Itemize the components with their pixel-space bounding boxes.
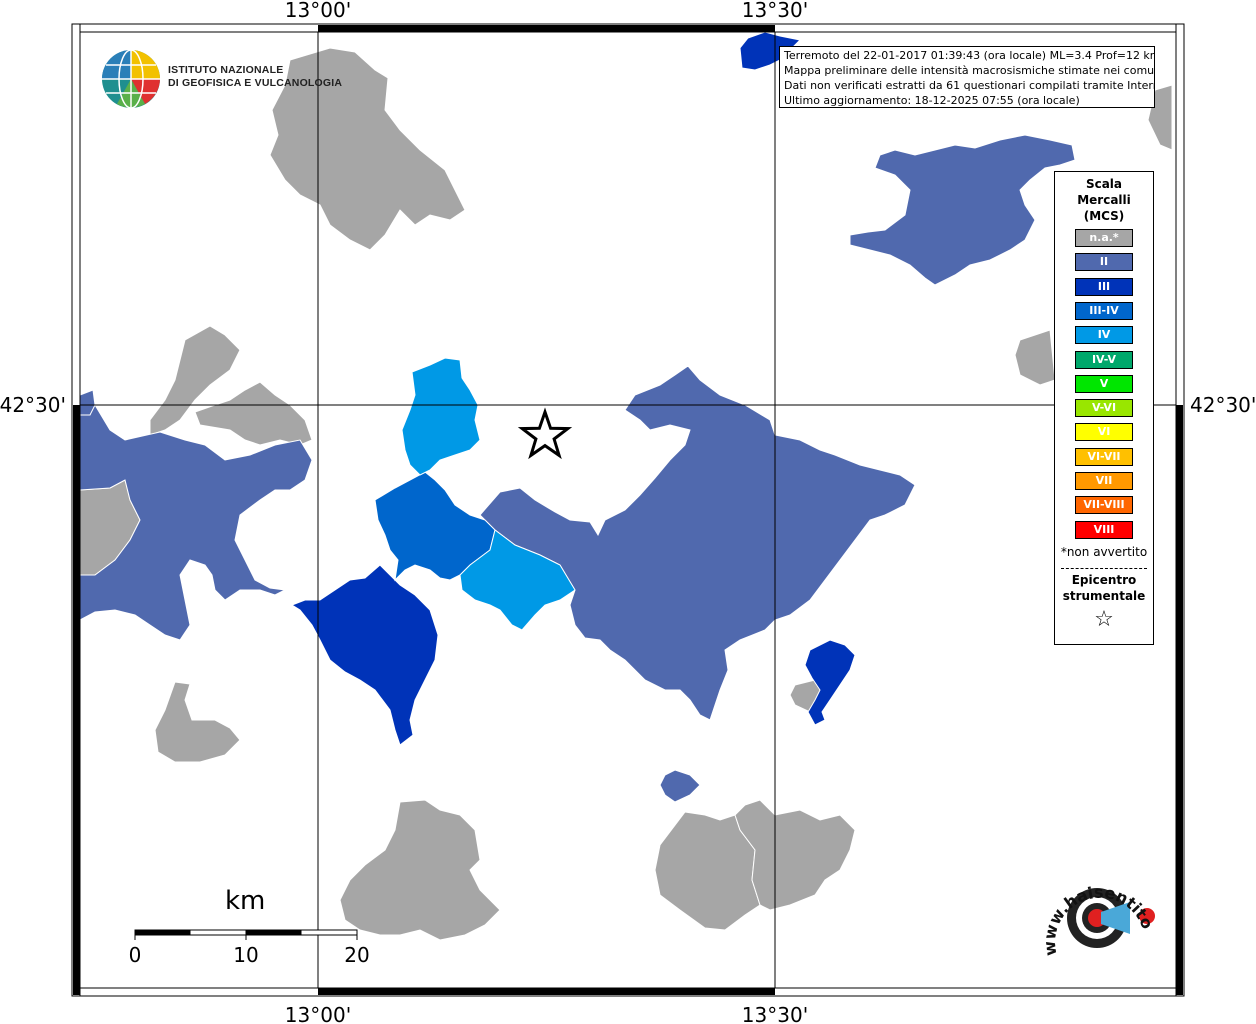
legend-separator (1061, 568, 1147, 569)
legend-swatch-ii: II (1075, 253, 1133, 272)
legend-swatch-vivii: VI-VII (1075, 447, 1133, 466)
legend-swatch-vi: VI (1075, 423, 1133, 442)
region-na-north (269, 47, 466, 251)
globe-icon (102, 49, 160, 109)
legend-swatch-iiiiv: III-IV (1075, 301, 1133, 320)
legend-swatch-iv: IV (1075, 326, 1133, 345)
municipalities-IV (401, 357, 576, 631)
region-IV-center (459, 529, 576, 631)
region-na-south (339, 799, 501, 941)
legend-swatch-iii: III (1075, 277, 1133, 296)
legend-star-icon: ☆ (1094, 607, 1114, 632)
info-line-1: Terremoto del 22-01-2017 01:39:43 (ora l… (784, 49, 1155, 62)
bottom-label-1330: 13°30' (742, 1003, 808, 1024)
region-IV-north (401, 357, 481, 476)
legend-swatch-vvi: V-VI (1075, 399, 1133, 418)
left-label-4230: 42°30' (0, 393, 66, 417)
legend-title-line1: Scala (1085, 177, 1123, 191)
municipalities-II (79, 134, 1076, 803)
scale-tick-10: 10 (233, 943, 258, 967)
top-label-1300: 13°00' (285, 0, 351, 22)
bottom-label-1300: 13°00' (285, 1003, 351, 1024)
hsit-logo-icon: www.haisentitoilterremoto.it (1027, 845, 1158, 957)
event-info-box: Terremoto del 22-01-2017 01:39:43 (ora l… (779, 46, 1155, 108)
legend-swatch-viiviii: VII-VIII (1075, 496, 1133, 515)
legend-swatch-vii: VII (1075, 472, 1133, 490)
region-na-sw (154, 681, 241, 763)
legend-title-line3: (MCS) (1083, 209, 1125, 223)
region-II-west (79, 394, 313, 641)
scale-tick-20: 20 (344, 943, 369, 967)
legend-swatch-ivv: IV-V (1075, 350, 1133, 369)
legend-swatch-viii: VIII (1075, 520, 1133, 539)
top-label-1330: 13°30' (742, 0, 808, 22)
region-II-ne (849, 134, 1076, 286)
municipalities-III (290, 31, 856, 746)
scale-bar: 0 10 20 (129, 929, 370, 967)
legend-swatch-na: n.a.* (1075, 229, 1133, 247)
region-na-se1 (654, 811, 761, 931)
legend-mcs: Scala Mercalli (MCS) n.a.* II III III-IV IV I… (1054, 171, 1154, 645)
ingv-name: ISTITUTO NAZIONALE DI GEOFISICA E VULCAN… (168, 64, 342, 90)
info-line-3: Dati non verificati estratti da 61 quest… (784, 79, 1155, 92)
info-line-2: Mappa preliminare delle intensità macros… (784, 64, 1155, 77)
ingv-name-line1: ISTITUTO NAZIONALE (168, 64, 284, 76)
epicenter-star-icon (517, 407, 573, 460)
region-II-small-s (659, 769, 701, 803)
region-II-center (479, 365, 916, 721)
region-III-sw (290, 564, 439, 746)
hsit-logo: www.haisentitoilterremoto.it (1027, 845, 1163, 980)
scale-bar-title: km (225, 886, 266, 916)
legend-title: Scala Mercalli (MCS) (1055, 176, 1153, 224)
legend-epicenter-label: Epicentro strumentale (1055, 572, 1153, 604)
legend-swatch-v: V (1075, 374, 1133, 393)
legend-note: *non avvertito (1060, 545, 1148, 559)
scale-tick-0: 0 (129, 943, 142, 967)
info-line-4: Ultimo aggiornamento: 18-12-2025 07:55 (… (784, 94, 1080, 107)
legend-epicenter-line1: Epicentro (1071, 573, 1137, 587)
legend-epicenter-line2: strumentale (1062, 589, 1146, 603)
region-III-east (804, 639, 856, 726)
right-label-4230: 42°30' (1190, 393, 1256, 417)
map-border (71, 23, 1185, 997)
ingv-name-line2: DI GEOFISICA E VULCANOLOGIA (168, 77, 343, 89)
graticule (78, 30, 1178, 992)
ingv-logo (100, 48, 330, 110)
region-na-east-right (1014, 329, 1056, 386)
region-na-west1 (149, 325, 241, 436)
legend-title-line2: Mercalli (1077, 193, 1131, 207)
